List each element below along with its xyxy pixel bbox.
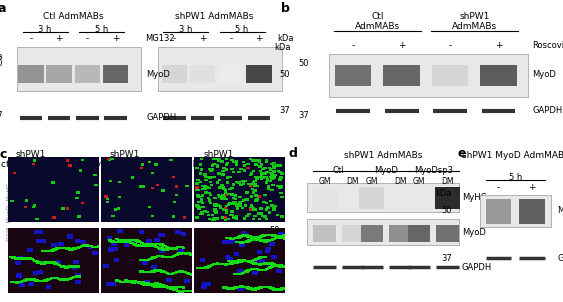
Text: 250: 250 (265, 189, 280, 198)
Text: 37: 37 (270, 261, 280, 270)
Text: GAPDH: GAPDH (146, 113, 177, 122)
Text: Roscovitin: Roscovitin (533, 41, 563, 50)
FancyBboxPatch shape (46, 66, 72, 83)
Text: GM: GM (318, 177, 331, 186)
Text: MyoD: MyoD (462, 228, 485, 237)
Text: d: d (288, 147, 297, 160)
Text: 37: 37 (280, 107, 291, 115)
Text: -: - (86, 34, 89, 43)
Text: 5 h: 5 h (95, 25, 108, 34)
FancyBboxPatch shape (17, 47, 141, 91)
FancyBboxPatch shape (408, 225, 430, 243)
Text: 3 h: 3 h (38, 25, 52, 34)
Text: 37: 37 (0, 111, 3, 120)
FancyBboxPatch shape (432, 66, 468, 86)
Text: 50: 50 (298, 59, 309, 68)
Text: MyoD: MyoD (146, 70, 170, 79)
Text: +: + (111, 34, 119, 43)
Text: kDa: kDa (274, 43, 291, 52)
Text: GAPDH: GAPDH (533, 107, 562, 115)
Text: 37: 37 (298, 111, 309, 120)
Text: +: + (528, 183, 536, 192)
FancyBboxPatch shape (307, 219, 458, 245)
Text: e: e (458, 147, 466, 160)
Text: shPW1
MyoDsp3 AdmMABs: shPW1 MyoDsp3 AdmMABs (173, 150, 263, 169)
Text: MG132: MG132 (145, 34, 175, 43)
Text: 3 h: 3 h (179, 25, 193, 34)
FancyBboxPatch shape (218, 66, 243, 83)
Text: GM: GM (365, 177, 378, 186)
Text: +: + (55, 34, 63, 43)
Text: 5 h: 5 h (508, 173, 522, 182)
FancyBboxPatch shape (480, 194, 551, 226)
Text: DM: DM (394, 177, 406, 186)
FancyBboxPatch shape (359, 187, 385, 209)
FancyBboxPatch shape (314, 225, 336, 243)
Text: shPW1
AdmMABs: shPW1 AdmMABs (452, 12, 497, 31)
FancyBboxPatch shape (307, 183, 458, 212)
Text: 5 h: 5 h (235, 25, 249, 34)
FancyBboxPatch shape (18, 66, 44, 83)
Text: kDa: kDa (435, 189, 452, 198)
FancyBboxPatch shape (436, 225, 458, 243)
Text: 50: 50 (270, 226, 280, 235)
FancyBboxPatch shape (519, 199, 545, 223)
FancyBboxPatch shape (485, 199, 511, 223)
FancyBboxPatch shape (342, 225, 364, 243)
Text: Ctl
AdmMABs: Ctl AdmMABs (355, 12, 400, 31)
Text: Ctl AdmMABs: Ctl AdmMABs (43, 12, 104, 21)
Text: GM: GM (413, 177, 426, 186)
Text: -: - (449, 41, 452, 50)
Text: MyoD: MyoD (533, 70, 556, 79)
Text: 50: 50 (280, 70, 291, 79)
Text: kDa: kDa (0, 52, 3, 61)
Text: -: - (229, 34, 233, 43)
FancyBboxPatch shape (435, 187, 460, 209)
Text: 50: 50 (0, 59, 3, 68)
Text: shPW1
MyoD AdmMABs: shPW1 MyoD AdmMABs (88, 150, 162, 169)
Text: +: + (495, 41, 502, 50)
FancyBboxPatch shape (361, 225, 383, 243)
Text: DAPI  MyoD  MyHC: DAPI MyoD MyHC (7, 183, 12, 241)
Text: shPW1 MyoD AdmMABs: shPW1 MyoD AdmMABs (462, 151, 563, 160)
FancyBboxPatch shape (74, 66, 100, 83)
Text: -: - (497, 183, 500, 192)
Text: +: + (398, 41, 405, 50)
FancyBboxPatch shape (383, 66, 420, 86)
FancyBboxPatch shape (335, 66, 372, 86)
Text: GAPDH: GAPDH (462, 262, 492, 271)
Text: shPW1 AdmMABs: shPW1 AdmMABs (343, 151, 422, 160)
FancyBboxPatch shape (480, 66, 517, 86)
Text: 50: 50 (441, 206, 452, 215)
FancyBboxPatch shape (190, 66, 215, 83)
Text: a: a (0, 2, 6, 15)
Text: Ctl: Ctl (333, 165, 345, 175)
FancyBboxPatch shape (329, 54, 528, 97)
FancyBboxPatch shape (246, 66, 271, 83)
Text: shPW1
ctl AdmMABs: shPW1 ctl AdmMABs (1, 150, 61, 169)
FancyBboxPatch shape (162, 66, 187, 83)
Text: 37: 37 (441, 254, 452, 263)
FancyBboxPatch shape (312, 187, 337, 209)
FancyBboxPatch shape (389, 225, 411, 243)
Text: -: - (173, 34, 176, 43)
Text: shPW1 AdmMABs: shPW1 AdmMABs (175, 12, 253, 21)
Text: -: - (352, 41, 355, 50)
Text: +: + (255, 34, 263, 43)
Text: kDa: kDa (278, 34, 294, 43)
Text: +: + (199, 34, 207, 43)
Text: kDa: kDa (264, 178, 280, 188)
Text: DM: DM (441, 177, 454, 186)
Text: MyoDsp3: MyoDsp3 (414, 165, 453, 175)
Text: MyHC: MyHC (462, 193, 486, 202)
FancyBboxPatch shape (103, 66, 128, 83)
Text: b: b (280, 2, 289, 15)
Text: -: - (29, 34, 33, 43)
FancyBboxPatch shape (158, 47, 282, 91)
Text: GAPDH: GAPDH (557, 254, 563, 263)
Text: c: c (0, 148, 7, 161)
Text: DM: DM (347, 177, 359, 186)
Text: MyoD: MyoD (374, 165, 398, 175)
Text: MyoD: MyoD (557, 206, 563, 215)
